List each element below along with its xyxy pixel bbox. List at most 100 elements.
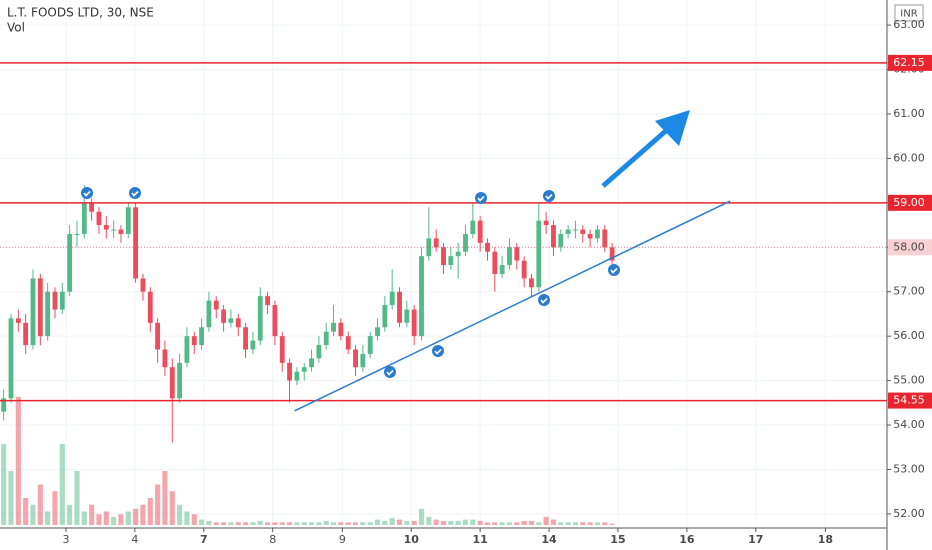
candle-body bbox=[81, 202, 87, 234]
check-icon bbox=[540, 297, 548, 304]
volume-bar bbox=[506, 522, 513, 525]
candle-body bbox=[397, 291, 402, 323]
candle-body bbox=[184, 336, 190, 363]
y-tick-label: 52.00 bbox=[893, 507, 925, 520]
volume-bar bbox=[580, 522, 586, 525]
candle-body bbox=[177, 362, 183, 399]
arrow-shaft bbox=[601, 127, 670, 188]
volume-bar bbox=[477, 520, 483, 525]
candle-body bbox=[301, 367, 307, 372]
check-marker bbox=[538, 294, 550, 306]
volume-bar bbox=[30, 504, 36, 525]
candle-body bbox=[140, 278, 146, 292]
volume-bar bbox=[455, 520, 461, 525]
candle-body bbox=[565, 229, 571, 234]
volume-bar bbox=[59, 444, 65, 525]
volume-bar bbox=[565, 522, 571, 525]
y-tick-label: 57.00 bbox=[893, 285, 925, 298]
volume-bar bbox=[301, 522, 307, 525]
trendline bbox=[294, 200, 731, 412]
volume-bar bbox=[338, 522, 344, 525]
candle-body bbox=[96, 211, 102, 226]
markers bbox=[81, 187, 620, 378]
volume-bar bbox=[294, 522, 300, 525]
volume-bar bbox=[15, 396, 21, 525]
volume-bar bbox=[257, 520, 263, 525]
x-tick-label: 7 bbox=[200, 533, 208, 546]
volume-bar bbox=[213, 522, 219, 525]
volume-bar bbox=[440, 520, 447, 525]
volume-bar bbox=[162, 471, 168, 525]
level-label: 54.55 bbox=[893, 394, 925, 407]
candle-body bbox=[360, 353, 366, 368]
candle-body bbox=[169, 367, 175, 399]
volume-bar bbox=[543, 516, 549, 525]
check-icon bbox=[434, 348, 442, 355]
candle-body bbox=[551, 225, 556, 248]
candle-body bbox=[45, 291, 51, 337]
x-tick-label: 9 bbox=[339, 533, 346, 546]
candle-body bbox=[338, 322, 344, 337]
candle-body bbox=[455, 251, 461, 257]
volume-bar bbox=[125, 511, 131, 525]
candle-body bbox=[147, 291, 153, 323]
candle-body bbox=[375, 327, 380, 337]
volume-bar bbox=[411, 520, 417, 525]
candle-body bbox=[463, 233, 468, 252]
chart-title: L.T. FOODS LTD, 30, NSE bbox=[7, 6, 154, 20]
currency: INR bbox=[900, 9, 917, 20]
volume-bar bbox=[177, 504, 183, 525]
candle-body bbox=[331, 322, 336, 332]
volume-bar bbox=[45, 511, 51, 525]
volume-bar bbox=[587, 522, 593, 525]
candle-body bbox=[353, 349, 358, 368]
candle-body bbox=[23, 322, 29, 346]
candle-body bbox=[133, 207, 139, 279]
volume-bar bbox=[389, 518, 395, 525]
volume-bar bbox=[572, 522, 579, 525]
volume-bar bbox=[67, 504, 73, 525]
x-tick-label: 15 bbox=[610, 533, 625, 546]
volume-bar bbox=[103, 511, 109, 525]
x-tick-label: 18 bbox=[818, 533, 833, 546]
candle-body bbox=[118, 229, 124, 234]
candle-body bbox=[67, 233, 73, 292]
y-tick-label: 60.00 bbox=[893, 151, 925, 164]
volume-bar bbox=[89, 504, 95, 525]
candle-body bbox=[8, 318, 14, 399]
currency-box[interactable] bbox=[894, 4, 924, 22]
candle-body bbox=[477, 220, 483, 243]
candle-body bbox=[265, 296, 270, 306]
candle-body bbox=[125, 207, 131, 234]
level-label: 62.15 bbox=[893, 56, 925, 69]
candle-body bbox=[162, 349, 168, 368]
candle-body bbox=[514, 247, 520, 261]
volume-bar bbox=[382, 520, 388, 525]
level-label-box bbox=[888, 54, 932, 71]
volume-bar bbox=[286, 522, 293, 525]
candle-body bbox=[536, 220, 542, 288]
volume-bar bbox=[448, 520, 454, 525]
candle-body bbox=[206, 300, 212, 328]
volume-bar bbox=[360, 522, 366, 525]
volume-bar bbox=[206, 520, 212, 525]
volume-bar bbox=[433, 519, 439, 525]
candle-body bbox=[199, 327, 205, 346]
candle-body bbox=[448, 256, 454, 266]
candle-body bbox=[573, 229, 578, 231]
volume-bar bbox=[499, 522, 505, 525]
check-marker bbox=[384, 366, 396, 378]
check-marker bbox=[475, 192, 487, 204]
candle-body bbox=[587, 233, 593, 239]
volume-bar bbox=[74, 471, 80, 525]
volume-bar bbox=[330, 522, 337, 525]
volume-bar bbox=[426, 516, 432, 525]
price-label-box bbox=[888, 239, 932, 256]
volume-bar bbox=[550, 519, 557, 525]
x-tick-label: 14 bbox=[541, 533, 557, 546]
candle-body bbox=[1, 398, 7, 412]
volume-bar bbox=[514, 522, 520, 525]
arrow-head bbox=[655, 110, 690, 146]
candle-body bbox=[382, 305, 388, 328]
